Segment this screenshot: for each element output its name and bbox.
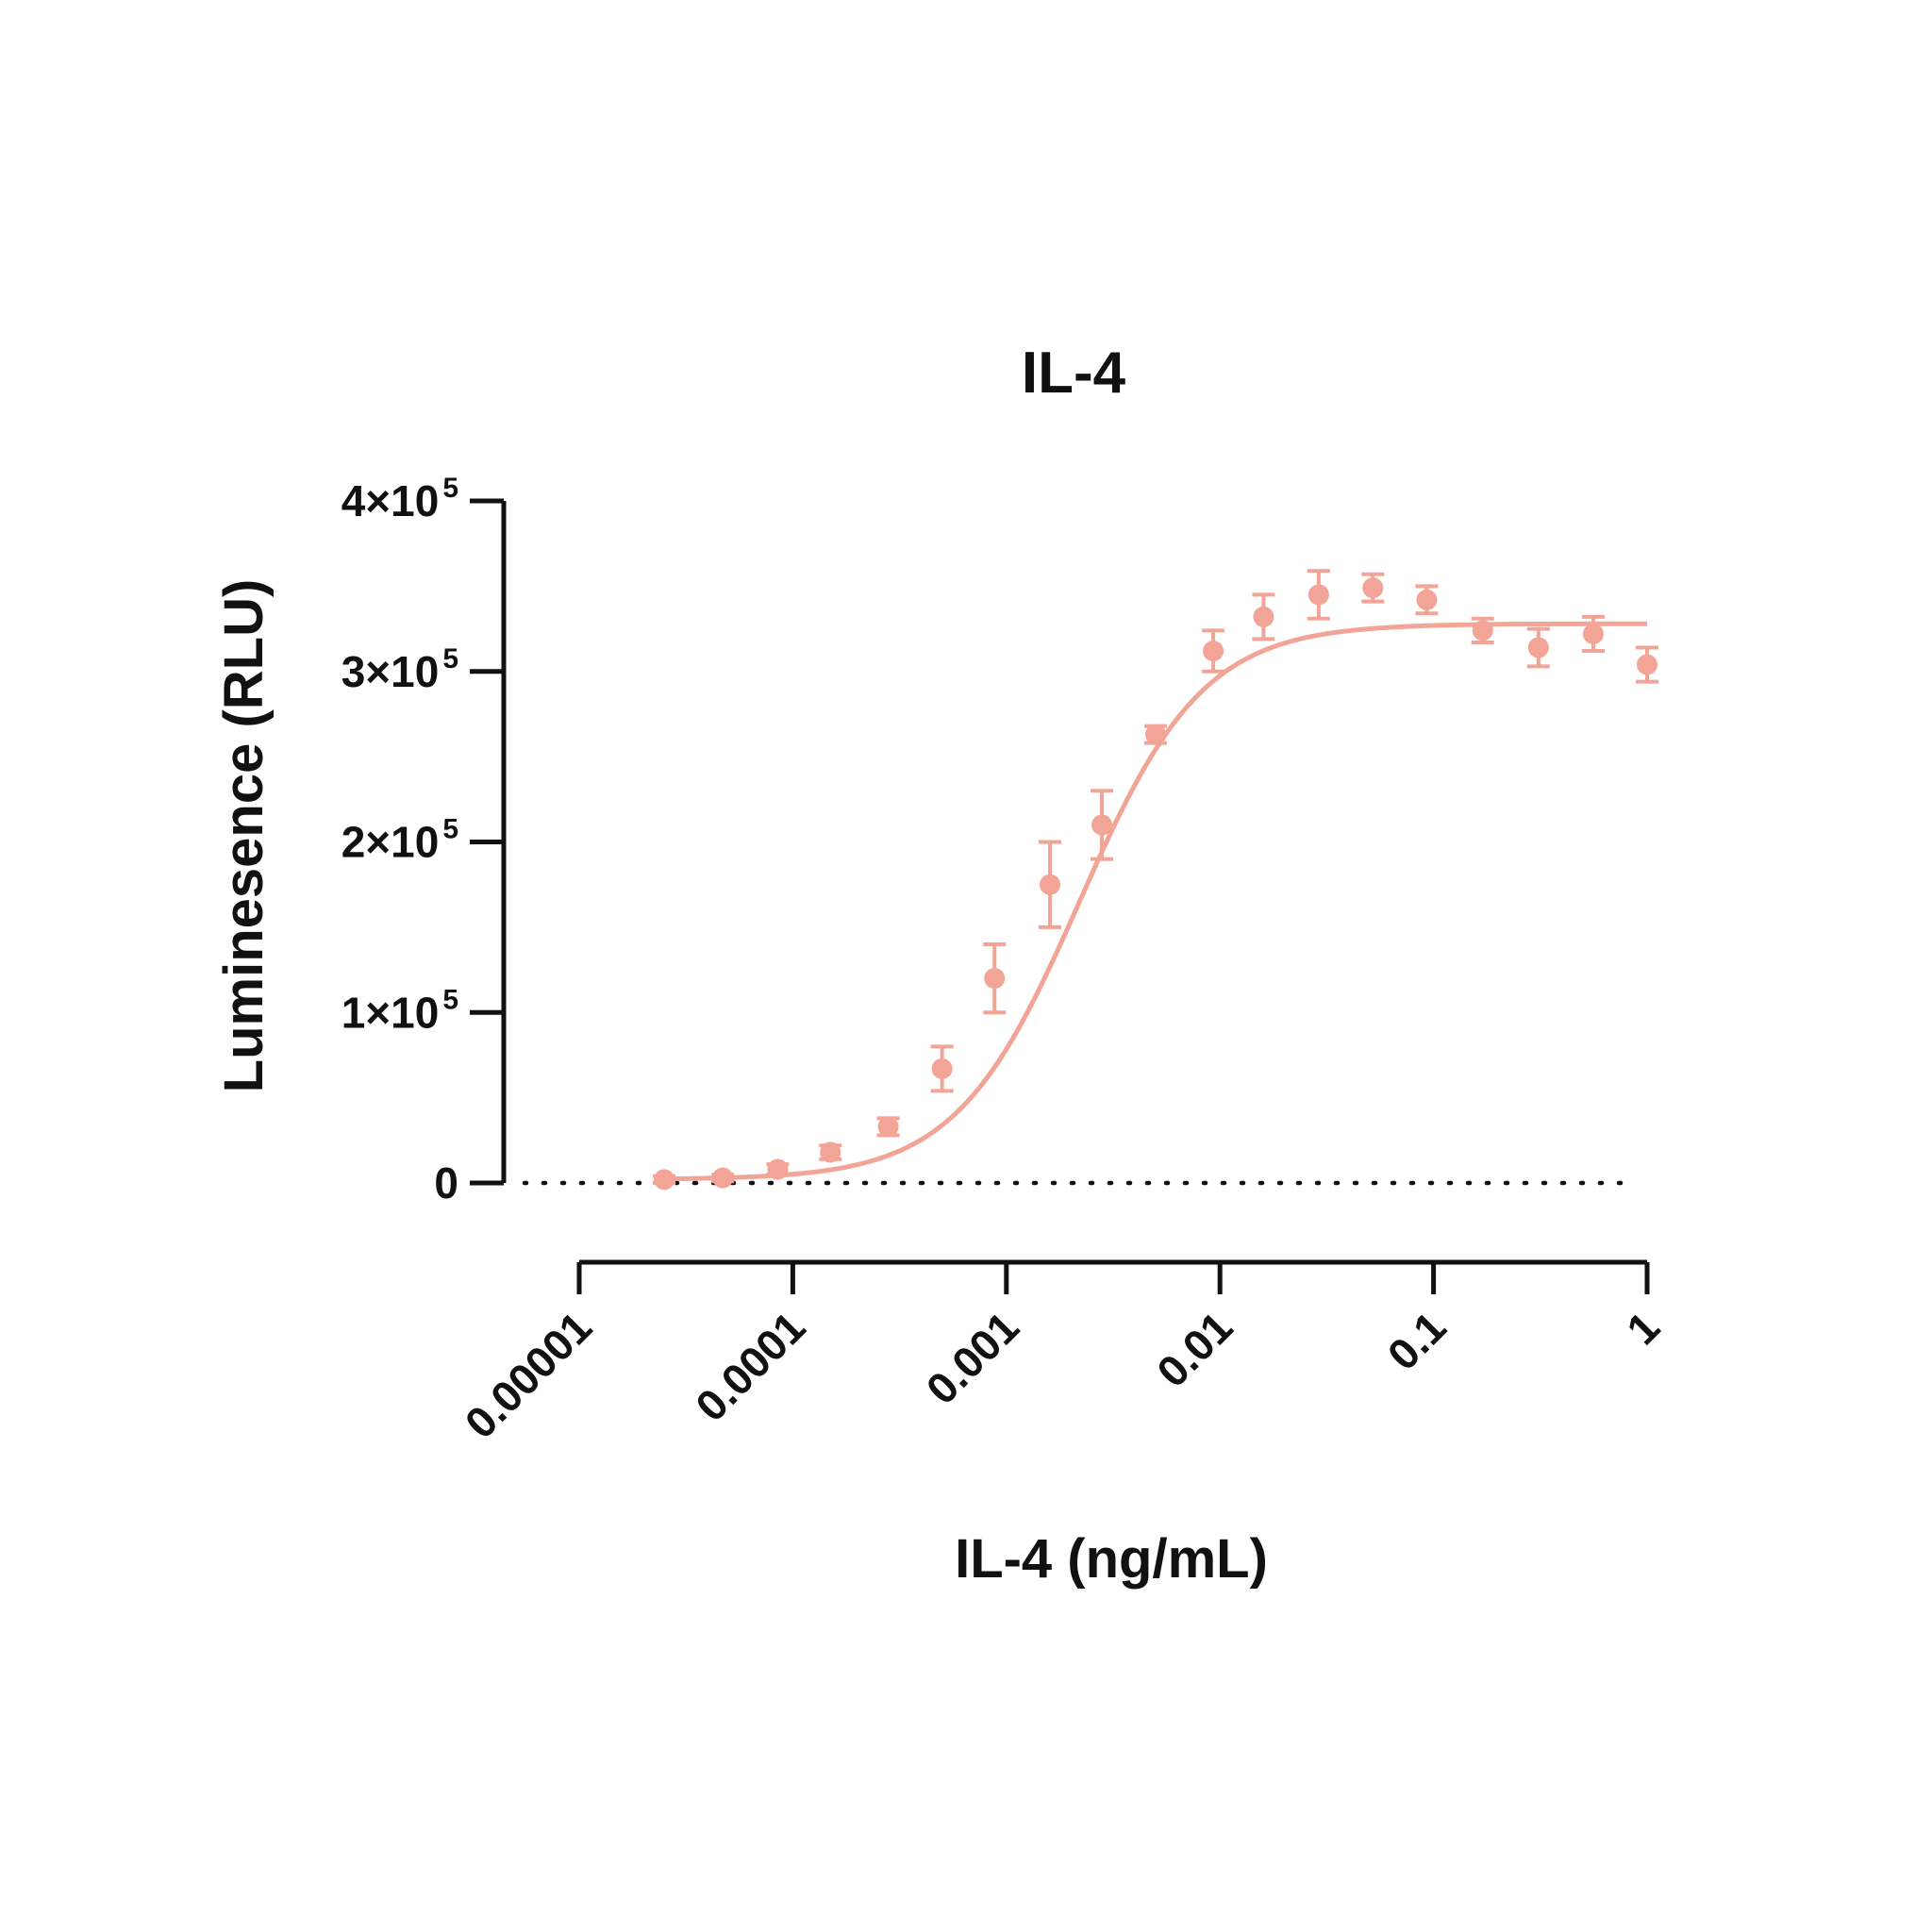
point-marker	[1253, 606, 1274, 627]
x-tick-label: 0.00001	[456, 1302, 601, 1447]
data-point	[1415, 584, 1439, 616]
x-tick-label: 1	[1617, 1302, 1669, 1354]
x-tick-label: 0.0001	[686, 1302, 814, 1430]
point-marker	[1582, 623, 1604, 644]
data-points-layer	[653, 569, 1658, 1191]
data-point	[876, 1116, 900, 1138]
point-marker	[1040, 874, 1061, 895]
point-marker	[1145, 724, 1167, 745]
data-point	[1144, 724, 1168, 745]
data-point	[1581, 614, 1605, 654]
fit-curve-layer	[664, 621, 1647, 1182]
point-marker	[1416, 589, 1438, 610]
data-point	[1636, 645, 1658, 684]
point-marker	[984, 968, 1006, 990]
data-point	[653, 1169, 676, 1191]
point-marker	[1091, 814, 1113, 836]
data-point	[819, 1141, 842, 1163]
data-point	[930, 1044, 954, 1093]
x-axis: 0.00001 0.0001 0.001 0.01 0.1 1	[456, 1259, 1669, 1448]
y-tick-label: 3×10 5	[341, 643, 458, 696]
point-marker	[712, 1167, 734, 1189]
y-axis: 0 1×10 5 2×10 5 3×10 5 4×10 5	[341, 473, 507, 1208]
point-marker	[767, 1158, 789, 1180]
y-tick-label: 1×10 5	[341, 984, 458, 1037]
point-marker	[1307, 584, 1329, 606]
y-tick-label: 4×10 5	[341, 473, 458, 525]
point-marker	[1527, 637, 1549, 658]
point-marker	[1203, 641, 1224, 662]
fit-curve	[664, 621, 1647, 1182]
x-tick-label: 0.001	[917, 1302, 1028, 1413]
x-axis-label: IL-4 (ng/mL)	[955, 1528, 1268, 1590]
point-marker	[1637, 654, 1657, 675]
data-point	[1252, 592, 1275, 641]
point-marker	[820, 1141, 841, 1163]
data-point	[766, 1158, 790, 1180]
point-marker	[877, 1116, 899, 1138]
data-point	[1039, 840, 1062, 929]
point-marker	[1472, 620, 1493, 641]
chart-title: IL-4	[1022, 341, 1126, 406]
point-marker	[931, 1058, 953, 1079]
x-tick-label: 0.1	[1378, 1302, 1456, 1379]
data-point	[1091, 789, 1114, 861]
y-tick-label: 2×10 5	[341, 814, 458, 867]
y-axis-label: Luminesence (RLU)	[213, 579, 275, 1093]
point-marker	[654, 1169, 675, 1191]
y-tick-label: 0	[434, 1158, 458, 1208]
data-point	[1526, 626, 1550, 669]
data-point	[1471, 616, 1494, 645]
data-point	[1361, 572, 1385, 604]
x-tick-label: 0.01	[1147, 1302, 1241, 1396]
data-point	[711, 1167, 735, 1189]
data-point	[1202, 628, 1225, 674]
data-point	[983, 941, 1007, 1015]
data-point	[1307, 569, 1330, 621]
point-marker	[1362, 577, 1384, 599]
